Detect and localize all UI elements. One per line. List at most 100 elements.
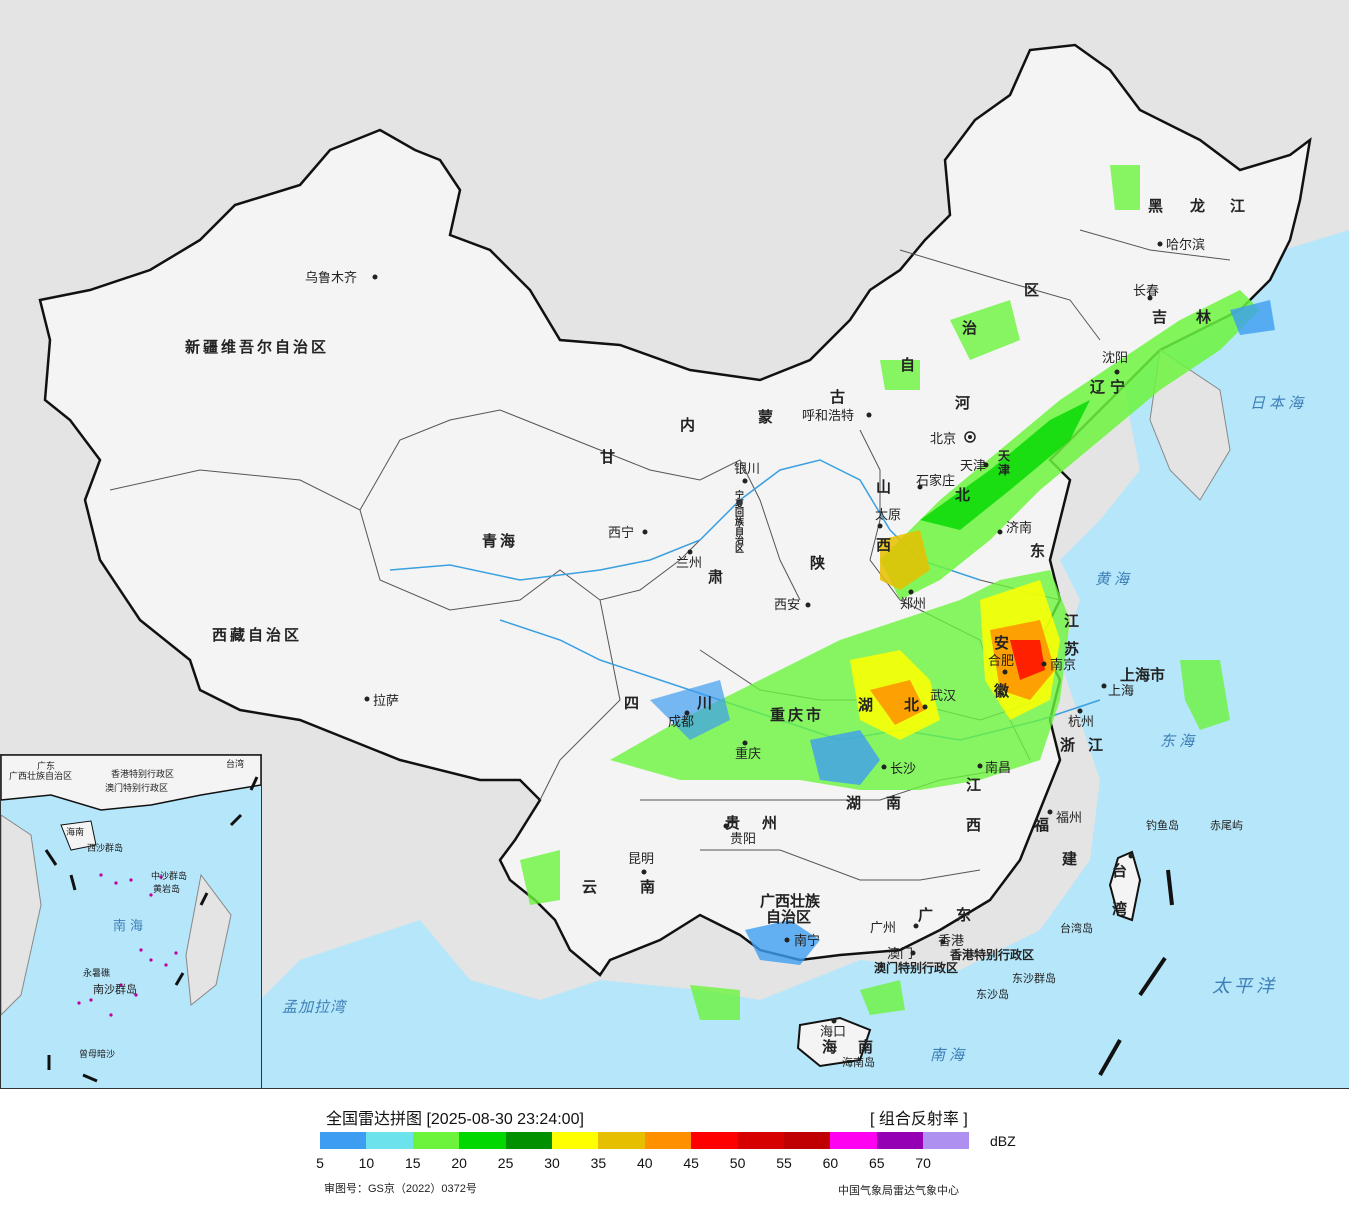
city-label: 合肥 xyxy=(988,654,1014,669)
city-label: 海口 xyxy=(820,1025,846,1040)
province-label: 天 xyxy=(998,449,1013,463)
province-label: 内 xyxy=(680,416,698,434)
province-label: 吉 xyxy=(1152,308,1170,326)
city-label: 拉萨 xyxy=(373,694,399,709)
color-scale-bar xyxy=(320,1132,970,1149)
province-label: 辽 xyxy=(1090,378,1108,396)
province-label: 江 xyxy=(966,776,984,794)
province-label: 州 xyxy=(761,814,780,832)
province-label: 上海市 xyxy=(1120,666,1165,684)
city-label: 广州 xyxy=(870,921,896,936)
city-markers: 乌鲁木齐 拉萨 西宁 兰州 银川 呼和浩特 哈尔滨 长春 沈阳 北京 天津 石家… xyxy=(305,237,1205,1040)
city-label: 乌鲁木齐 xyxy=(305,270,357,286)
scale-swatch xyxy=(737,1132,784,1149)
inset-label: 黄岩岛 xyxy=(153,883,180,895)
province-label: 自治区 xyxy=(766,908,811,926)
scale-swatch xyxy=(320,1132,367,1149)
province-label: 江 xyxy=(1064,612,1082,630)
inset-label: 香港特别行政区 xyxy=(111,768,174,780)
scale-tick-label: 15 xyxy=(405,1155,421,1171)
province-label: 南 xyxy=(858,1038,876,1056)
city-label: 兰州 xyxy=(676,556,702,571)
province-label: 肃 xyxy=(708,568,726,586)
inset-mainland xyxy=(1,755,261,811)
island-label: 赤尾屿 xyxy=(1210,819,1243,832)
scale-swatch xyxy=(876,1132,924,1149)
province-label: 黑 xyxy=(1148,197,1166,215)
province-label: 山 xyxy=(876,478,894,496)
sea-label: 太平洋 xyxy=(1212,976,1278,997)
radar-map[interactable]: 新疆维吾尔自治区 西藏自治区 青海 甘 肃 内 蒙 古 自 治 区 黑 龙 江 … xyxy=(0,0,1349,1089)
inset-label: 永暑礁 xyxy=(83,967,110,979)
inset-label: 广西壮族自治区 xyxy=(9,770,72,782)
city-label: 西宁 xyxy=(608,525,634,541)
province-label: 台 xyxy=(1112,862,1130,880)
province-label: 陕 xyxy=(810,554,828,572)
hainan-island xyxy=(796,1016,872,1068)
legend-title: 全国雷达拼图 [2025-08-30 23:24:00] xyxy=(326,1111,584,1128)
inset-label: 广东 xyxy=(37,760,55,772)
province-label: 河 xyxy=(955,394,973,412)
scale-swatch xyxy=(505,1132,552,1149)
province-label: 西 xyxy=(876,536,894,554)
inset-labels: 广东 广西壮族自治区 香港特别行政区 澳门特别行政区 台湾 海南 南海 中沙群岛… xyxy=(9,758,244,1060)
south-china-sea-inset: 广东 广西壮族自治区 香港特别行政区 澳门特别行政区 台湾 海南 南海 中沙群岛… xyxy=(0,754,262,1088)
province-label: 四 xyxy=(624,694,642,712)
maritime-boundary xyxy=(1098,869,1174,1076)
sea-label: 孟加拉湾 xyxy=(282,998,348,1016)
scale-tick-label: 50 xyxy=(729,1155,746,1171)
scale-tick-label: 10 xyxy=(358,1155,375,1171)
city-label: 沈阳 xyxy=(1102,351,1128,366)
island-labels: 钓鱼岛 赤尾屿 台湾岛 东沙群岛 东沙岛 海南岛 xyxy=(842,818,1243,1069)
province-label: 广 xyxy=(918,906,936,924)
inset-indochina xyxy=(1,814,42,1016)
unit-label: dBZ xyxy=(990,1133,1016,1149)
city-label: 南宁 xyxy=(794,933,820,949)
city-label: 太原 xyxy=(875,508,901,523)
data-source: 中国气象局雷达气象中心 xyxy=(838,1185,959,1197)
city-label: 西安 xyxy=(774,598,800,613)
city-label: 南京 xyxy=(1050,657,1076,673)
city-label: 杭州 xyxy=(1068,715,1094,730)
scale-swatch xyxy=(923,1132,970,1149)
sea-label: 黄海 xyxy=(1095,570,1133,588)
sea-label: 日本海 xyxy=(1250,394,1307,412)
province-label: 重庆市 xyxy=(770,706,824,724)
province-label: 广西壮族 xyxy=(760,892,821,910)
province-label: 蒙 xyxy=(758,408,776,426)
scale-tick-label: 70 xyxy=(915,1155,931,1171)
province-labels: 新疆维吾尔自治区 西藏自治区 青海 甘 肃 内 蒙 古 自 治 区 黑 龙 江 … xyxy=(185,197,1248,1056)
sea-label: 东海 xyxy=(1160,732,1198,750)
sar-label: 澳门特别行政区 xyxy=(874,960,958,975)
province-label: 宁 xyxy=(1110,378,1128,396)
province-label: 安 xyxy=(994,634,1012,652)
island-label: 台湾岛 xyxy=(1060,921,1093,935)
inset-hainan xyxy=(60,820,97,851)
island-label: 东沙岛 xyxy=(976,987,1009,1001)
scale-swatch xyxy=(783,1132,831,1149)
city-label: 香港 xyxy=(938,934,964,949)
scale-swatch xyxy=(412,1132,460,1149)
taiwan-island xyxy=(1108,850,1142,922)
island-label: 东沙群岛 xyxy=(1012,971,1056,985)
province-label: 江 xyxy=(1088,736,1106,754)
sea-labels: 日本海 黄海 东海 太平洋 南海 孟加拉湾 xyxy=(282,394,1307,1064)
product-label: [ 组合反射率 ] xyxy=(870,1111,968,1128)
scale-tick-label: 40 xyxy=(637,1155,653,1171)
province-label: 江 xyxy=(1230,197,1248,215)
city-label: 南昌 xyxy=(985,760,1011,776)
scale-tick-label: 20 xyxy=(451,1155,467,1171)
province-label: 自 xyxy=(900,356,918,374)
inset-nine-dash xyxy=(44,776,259,1083)
city-label: 上海 xyxy=(1108,684,1134,699)
province-label: 北 xyxy=(904,696,922,714)
province-label: 苏 xyxy=(1064,640,1082,658)
island-label: 海南岛 xyxy=(842,1055,875,1069)
scale-swatch xyxy=(830,1132,877,1149)
inset-label: 南沙群岛 xyxy=(93,982,137,996)
city-label: 长沙 xyxy=(890,762,916,777)
city-label: 呼和浩特 xyxy=(802,409,854,424)
province-label: 津 xyxy=(998,462,1013,477)
city-label: 武汉 xyxy=(930,689,956,704)
province-label: 福 xyxy=(1033,816,1052,834)
